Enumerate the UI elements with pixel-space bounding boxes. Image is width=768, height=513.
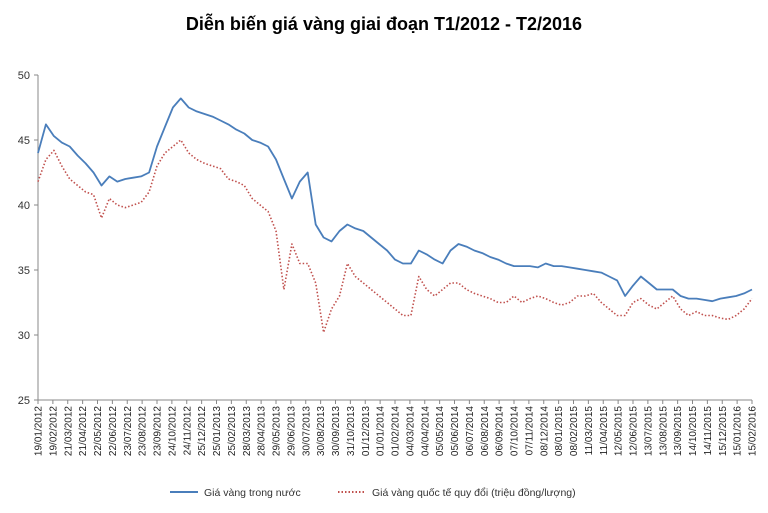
y-tick-label: 25 (18, 395, 30, 407)
legend-label-international: Giá vàng quốc tế quy đổi (triệu đồng/lượ… (372, 487, 576, 499)
x-tick-label: 19/02/2012 (48, 406, 59, 456)
x-tick-label: 12/05/2015 (614, 406, 625, 456)
x-tick-label: 24/11/2012 (182, 406, 193, 456)
y-tick-label: 45 (18, 135, 30, 147)
y-tick-label: 40 (18, 200, 30, 212)
x-tick-label: 23/09/2012 (153, 406, 164, 456)
x-tick-label: 06/07/2014 (465, 406, 476, 456)
x-tick-label: 28/04/2013 (257, 406, 268, 456)
x-tick-label: 04/03/2014 (405, 406, 416, 456)
series-line-domestic (37, 97, 753, 303)
y-tick-label: 30 (18, 330, 30, 342)
x-tick-label: 21/03/2012 (63, 406, 74, 456)
x-tick-label: 07/11/2014 (524, 406, 535, 456)
x-tick-label: 15/12/2015 (718, 406, 729, 456)
x-tick-label: 30/09/2013 (331, 406, 342, 456)
x-tick-label: 19/01/2012 (34, 406, 45, 456)
x-tick-label: 13/09/2015 (673, 406, 684, 456)
x-tick-label: 12/06/2015 (629, 406, 640, 456)
x-tick-label: 05/05/2014 (435, 406, 446, 456)
x-tick-label: 23/07/2012 (123, 406, 134, 456)
x-tick-label: 30/07/2013 (301, 406, 312, 456)
y-tick-label: 50 (18, 70, 30, 82)
x-tick-label: 29/05/2013 (272, 406, 283, 456)
x-tick-label: 11/03/2015 (584, 406, 595, 456)
x-tick-label: 13/08/2015 (658, 406, 669, 456)
x-tick-label: 25/02/2013 (227, 406, 238, 456)
x-tick-label: 24/10/2012 (167, 406, 178, 456)
x-tick-label: 08/12/2014 (539, 406, 550, 456)
x-tick-label: 22/06/2012 (108, 406, 119, 456)
x-tick-label: 14/11/2015 (703, 406, 714, 456)
x-tick-label: 22/05/2012 (93, 406, 104, 456)
x-tick-label: 13/07/2015 (643, 406, 654, 456)
x-tick-label: 21/04/2012 (78, 406, 89, 456)
x-tick-label: 07/10/2014 (510, 406, 521, 456)
x-tick-label: 31/10/2013 (346, 406, 357, 456)
x-tick-label: 25/12/2012 (197, 406, 208, 456)
x-tick-label: 23/08/2012 (138, 406, 149, 456)
x-tick-label: 28/03/2013 (242, 406, 253, 456)
x-tick-label: 01/12/2013 (361, 406, 372, 456)
x-tick-label: 14/10/2015 (688, 406, 699, 456)
x-tick-label: 08/02/2015 (569, 406, 580, 456)
x-tick-label: 25/01/2013 (212, 406, 223, 456)
y-tick-label: 35 (18, 265, 30, 277)
chart-title: Diễn biến giá vàng giai đoạn T1/2012 - T… (185, 14, 583, 34)
x-tick-label: 15/02/2016 (748, 406, 759, 456)
x-tick-label: 01/01/2014 (376, 406, 387, 456)
legend-label-domestic: Giá vàng trong nước (204, 487, 301, 499)
x-tick-label: 29/06/2013 (286, 406, 297, 456)
x-tick-label: 05/06/2014 (450, 406, 461, 456)
x-tick-label: 30/08/2013 (316, 406, 327, 456)
x-tick-label: 06/09/2014 (495, 406, 506, 456)
x-tick-label: 04/04/2014 (420, 406, 431, 456)
x-tick-label: 15/01/2016 (733, 406, 744, 456)
x-tick-label: 08/01/2015 (554, 406, 565, 456)
x-tick-label: 01/02/2014 (391, 406, 402, 456)
x-tick-label: 11/04/2015 (599, 406, 610, 456)
x-tick-label: 06/08/2014 (480, 406, 491, 456)
series-line-international (37, 139, 753, 334)
